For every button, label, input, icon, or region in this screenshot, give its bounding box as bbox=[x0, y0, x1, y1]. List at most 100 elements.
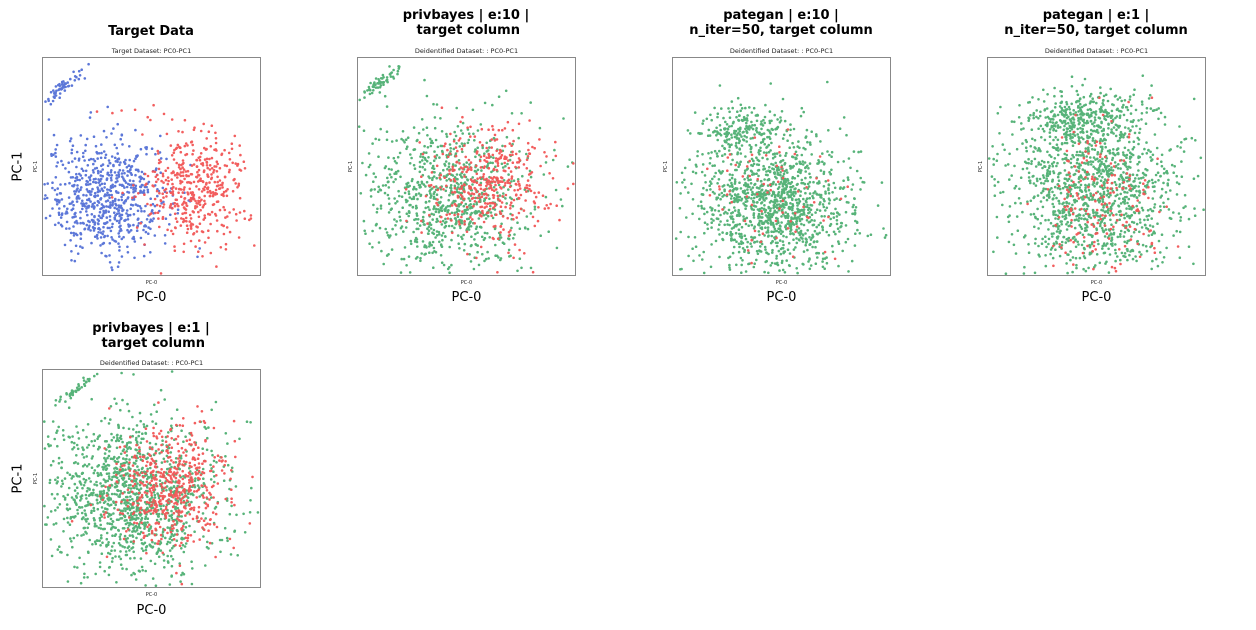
scatter-point bbox=[227, 151, 231, 155]
scatter-point bbox=[81, 221, 85, 225]
scatter-point bbox=[788, 264, 791, 268]
scatter-point bbox=[822, 252, 825, 255]
scatter-point bbox=[837, 240, 840, 243]
scatter-point bbox=[126, 182, 130, 186]
scatter-point bbox=[484, 202, 487, 205]
scatter-point bbox=[500, 187, 503, 190]
scatter-point bbox=[482, 220, 486, 224]
scatter-point bbox=[152, 185, 155, 188]
scatter-point bbox=[463, 219, 466, 223]
scatter-point bbox=[198, 239, 201, 242]
scatter-point bbox=[572, 162, 575, 165]
scatter-point bbox=[507, 251, 510, 255]
scatter-point bbox=[706, 167, 709, 171]
scatter-point bbox=[117, 198, 120, 202]
scatter-point bbox=[793, 177, 797, 180]
scatter-point bbox=[146, 115, 149, 119]
scatter-point bbox=[460, 142, 464, 145]
scatter-point bbox=[498, 199, 502, 202]
scatter-point bbox=[434, 138, 438, 142]
scatter-point bbox=[155, 203, 159, 207]
scatter-point bbox=[732, 220, 735, 224]
scatter-point bbox=[522, 163, 526, 166]
scatter-point bbox=[68, 227, 71, 230]
scatter-point bbox=[764, 208, 768, 212]
scatter-point bbox=[1079, 117, 1083, 121]
scatter-point bbox=[228, 158, 232, 161]
scatter-point bbox=[1036, 207, 1039, 211]
scatter-point bbox=[163, 242, 167, 245]
scatter-point bbox=[207, 175, 210, 178]
scatter-point bbox=[490, 214, 493, 217]
scatter-point bbox=[69, 137, 73, 140]
scatter-point bbox=[1079, 126, 1082, 130]
scatter-point bbox=[67, 161, 70, 164]
scatter-point bbox=[120, 195, 123, 199]
scatter-point bbox=[726, 156, 730, 159]
scatter-point bbox=[1147, 234, 1150, 237]
scatter-point bbox=[460, 235, 463, 239]
scatter-point bbox=[777, 203, 781, 206]
scatter-point bbox=[162, 112, 166, 116]
scatter-point bbox=[179, 224, 183, 227]
scatter-point bbox=[133, 256, 136, 260]
scatter-point bbox=[1034, 147, 1037, 150]
scatter-point bbox=[63, 89, 67, 92]
scatter-point bbox=[767, 178, 771, 182]
scatter-point bbox=[1137, 119, 1140, 122]
scatter-point bbox=[507, 188, 510, 191]
scatter-point bbox=[686, 129, 690, 132]
scatter-point bbox=[124, 158, 127, 162]
scatter-point bbox=[457, 220, 461, 223]
scatter-point bbox=[191, 210, 195, 213]
scatter-point bbox=[60, 80, 64, 84]
scatter-point bbox=[77, 194, 80, 198]
scatter-point bbox=[149, 197, 152, 200]
scatter-point bbox=[442, 188, 445, 191]
scatter-point bbox=[815, 208, 819, 211]
scatter-point bbox=[58, 92, 62, 95]
scatter-point bbox=[448, 152, 452, 155]
scatter-point bbox=[454, 134, 458, 138]
scatter-point bbox=[44, 194, 47, 197]
scatter-point bbox=[517, 122, 521, 126]
scatter-point bbox=[512, 218, 515, 221]
scatter-point bbox=[443, 176, 446, 179]
scatter-point bbox=[1047, 190, 1051, 194]
scatter-point bbox=[1024, 146, 1028, 149]
scatter-point bbox=[1040, 136, 1043, 139]
scatter-point bbox=[756, 208, 760, 211]
scatter-point bbox=[197, 156, 200, 160]
scatter-point bbox=[509, 170, 513, 173]
scatter-point bbox=[718, 233, 721, 236]
scatter-point bbox=[152, 103, 155, 107]
scatter-point bbox=[1030, 128, 1034, 131]
scatter-point bbox=[750, 261, 753, 265]
scatter-point bbox=[738, 235, 742, 238]
scatter-point bbox=[84, 173, 88, 177]
scatter-point bbox=[213, 180, 217, 184]
scatter-point bbox=[835, 219, 839, 222]
scatter-point bbox=[137, 192, 140, 195]
scatter-point bbox=[776, 187, 780, 191]
scatter-point bbox=[99, 179, 102, 183]
scatter-point bbox=[1141, 74, 1145, 77]
scatter-point bbox=[492, 180, 495, 183]
scatter-point bbox=[728, 223, 731, 227]
scatter-point bbox=[69, 239, 72, 242]
scatter-point bbox=[755, 249, 759, 253]
scatter-point bbox=[792, 127, 796, 131]
scatter-point bbox=[197, 250, 200, 253]
scatter-point bbox=[141, 183, 144, 187]
scatter-point bbox=[481, 143, 484, 147]
scatter-point bbox=[386, 176, 389, 180]
scatter-point bbox=[883, 236, 887, 239]
scatter-point bbox=[460, 187, 464, 190]
scatter-point bbox=[473, 169, 477, 173]
scatter-point bbox=[477, 217, 481, 220]
scatter-point bbox=[543, 207, 547, 210]
scatter-point bbox=[773, 113, 776, 117]
scatter-point bbox=[776, 206, 779, 209]
scatter-point bbox=[201, 164, 205, 167]
scatter-point bbox=[1027, 176, 1031, 179]
